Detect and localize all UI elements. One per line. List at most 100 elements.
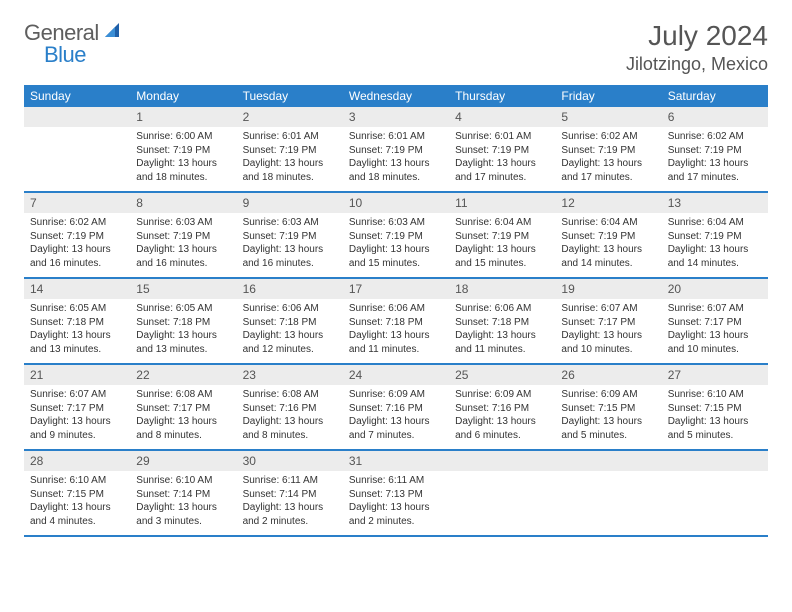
sunset-line: Sunset: 7:18 PM xyxy=(136,316,230,330)
day-content: Sunrise: 6:01 AMSunset: 7:19 PMDaylight:… xyxy=(449,127,555,189)
daylight2-line: and 14 minutes. xyxy=(561,257,655,271)
day-content: Sunrise: 6:06 AMSunset: 7:18 PMDaylight:… xyxy=(237,299,343,361)
header: General July 2024 Jilotzingo, Mexico xyxy=(24,20,768,75)
day-number: 24 xyxy=(343,365,449,385)
day-cell: 17Sunrise: 6:06 AMSunset: 7:18 PMDayligh… xyxy=(343,279,449,363)
daylight2-line: and 16 minutes. xyxy=(243,257,337,271)
daylight1-line: Daylight: 13 hours xyxy=(30,329,124,343)
day-content: Sunrise: 6:04 AMSunset: 7:19 PMDaylight:… xyxy=(555,213,661,275)
daylight2-line: and 4 minutes. xyxy=(30,515,124,529)
sunrise-line: Sunrise: 6:04 AM xyxy=(455,216,549,230)
weekday-thu: Thursday xyxy=(449,85,555,107)
daylight1-line: Daylight: 13 hours xyxy=(243,329,337,343)
sunset-line: Sunset: 7:19 PM xyxy=(561,144,655,158)
brand-part2-wrap: Blue xyxy=(44,42,86,68)
daylight1-line: Daylight: 13 hours xyxy=(136,157,230,171)
day-number: 16 xyxy=(237,279,343,299)
daylight2-line: and 14 minutes. xyxy=(668,257,762,271)
day-cell: 12Sunrise: 6:04 AMSunset: 7:19 PMDayligh… xyxy=(555,193,661,277)
sunset-line: Sunset: 7:14 PM xyxy=(243,488,337,502)
sunset-line: Sunset: 7:17 PM xyxy=(136,402,230,416)
day-content: Sunrise: 6:00 AMSunset: 7:19 PMDaylight:… xyxy=(130,127,236,189)
sunrise-line: Sunrise: 6:08 AM xyxy=(136,388,230,402)
daylight2-line: and 17 minutes. xyxy=(561,171,655,185)
sunset-line: Sunset: 7:15 PM xyxy=(668,402,762,416)
day-number: 21 xyxy=(24,365,130,385)
sunset-line: Sunset: 7:15 PM xyxy=(30,488,124,502)
day-cell: 14Sunrise: 6:05 AMSunset: 7:18 PMDayligh… xyxy=(24,279,130,363)
day-content: Sunrise: 6:08 AMSunset: 7:17 PMDaylight:… xyxy=(130,385,236,447)
day-number: 27 xyxy=(662,365,768,385)
day-content: Sunrise: 6:09 AMSunset: 7:16 PMDaylight:… xyxy=(343,385,449,447)
day-content: Sunrise: 6:03 AMSunset: 7:19 PMDaylight:… xyxy=(237,213,343,275)
day-number: 14 xyxy=(24,279,130,299)
sunrise-line: Sunrise: 6:02 AM xyxy=(668,130,762,144)
day-cell: 29Sunrise: 6:10 AMSunset: 7:14 PMDayligh… xyxy=(130,451,236,535)
day-number: 22 xyxy=(130,365,236,385)
sunset-line: Sunset: 7:16 PM xyxy=(243,402,337,416)
daylight2-line: and 12 minutes. xyxy=(243,343,337,357)
sunrise-line: Sunrise: 6:06 AM xyxy=(243,302,337,316)
daylight2-line: and 18 minutes. xyxy=(136,171,230,185)
sunset-line: Sunset: 7:17 PM xyxy=(30,402,124,416)
daylight1-line: Daylight: 13 hours xyxy=(136,243,230,257)
sunrise-line: Sunrise: 6:04 AM xyxy=(668,216,762,230)
week-row: 7Sunrise: 6:02 AMSunset: 7:19 PMDaylight… xyxy=(24,193,768,279)
weekday-sun: Sunday xyxy=(24,85,130,107)
day-cell: 3Sunrise: 6:01 AMSunset: 7:19 PMDaylight… xyxy=(343,107,449,191)
daylight1-line: Daylight: 13 hours xyxy=(349,501,443,515)
sunrise-line: Sunrise: 6:04 AM xyxy=(561,216,655,230)
sunset-line: Sunset: 7:19 PM xyxy=(561,230,655,244)
sunset-line: Sunset: 7:19 PM xyxy=(455,144,549,158)
day-cell: 31Sunrise: 6:11 AMSunset: 7:13 PMDayligh… xyxy=(343,451,449,535)
day-number: 26 xyxy=(555,365,661,385)
sunset-line: Sunset: 7:19 PM xyxy=(668,230,762,244)
daylight1-line: Daylight: 13 hours xyxy=(455,243,549,257)
day-content: Sunrise: 6:03 AMSunset: 7:19 PMDaylight:… xyxy=(130,213,236,275)
day-content: Sunrise: 6:11 AMSunset: 7:14 PMDaylight:… xyxy=(237,471,343,533)
day-cell: 4Sunrise: 6:01 AMSunset: 7:19 PMDaylight… xyxy=(449,107,555,191)
sunset-line: Sunset: 7:19 PM xyxy=(136,144,230,158)
daylight2-line: and 18 minutes. xyxy=(349,171,443,185)
daylight1-line: Daylight: 13 hours xyxy=(136,415,230,429)
daylight2-line: and 17 minutes. xyxy=(668,171,762,185)
sunset-line: Sunset: 7:18 PM xyxy=(30,316,124,330)
day-number: 23 xyxy=(237,365,343,385)
sunrise-line: Sunrise: 6:11 AM xyxy=(349,474,443,488)
sunrise-line: Sunrise: 6:07 AM xyxy=(668,302,762,316)
day-number: 8 xyxy=(130,193,236,213)
week-row: 21Sunrise: 6:07 AMSunset: 7:17 PMDayligh… xyxy=(24,365,768,451)
day-cell: 19Sunrise: 6:07 AMSunset: 7:17 PMDayligh… xyxy=(555,279,661,363)
daylight1-line: Daylight: 13 hours xyxy=(136,501,230,515)
daylight1-line: Daylight: 13 hours xyxy=(561,415,655,429)
daylight1-line: Daylight: 13 hours xyxy=(561,329,655,343)
sunset-line: Sunset: 7:16 PM xyxy=(349,402,443,416)
week-row: 14Sunrise: 6:05 AMSunset: 7:18 PMDayligh… xyxy=(24,279,768,365)
daylight1-line: Daylight: 13 hours xyxy=(455,415,549,429)
day-cell: 5Sunrise: 6:02 AMSunset: 7:19 PMDaylight… xyxy=(555,107,661,191)
sunrise-line: Sunrise: 6:03 AM xyxy=(349,216,443,230)
daylight2-line: and 15 minutes. xyxy=(455,257,549,271)
sunrise-line: Sunrise: 6:10 AM xyxy=(668,388,762,402)
day-content: Sunrise: 6:03 AMSunset: 7:19 PMDaylight:… xyxy=(343,213,449,275)
day-content: Sunrise: 6:02 AMSunset: 7:19 PMDaylight:… xyxy=(555,127,661,189)
day-content: Sunrise: 6:09 AMSunset: 7:15 PMDaylight:… xyxy=(555,385,661,447)
daylight2-line: and 16 minutes. xyxy=(136,257,230,271)
day-number: 31 xyxy=(343,451,449,471)
week-row: 28Sunrise: 6:10 AMSunset: 7:15 PMDayligh… xyxy=(24,451,768,537)
sunset-line: Sunset: 7:19 PM xyxy=(349,144,443,158)
sunset-line: Sunset: 7:18 PM xyxy=(349,316,443,330)
day-number: 6 xyxy=(662,107,768,127)
day-number: 7 xyxy=(24,193,130,213)
day-number: 25 xyxy=(449,365,555,385)
sunrise-line: Sunrise: 6:01 AM xyxy=(349,130,443,144)
day-content: Sunrise: 6:10 AMSunset: 7:14 PMDaylight:… xyxy=(130,471,236,533)
empty-day xyxy=(555,451,661,471)
daylight2-line: and 3 minutes. xyxy=(136,515,230,529)
calendar-page: General July 2024 Jilotzingo, Mexico Blu… xyxy=(0,0,792,557)
day-number: 5 xyxy=(555,107,661,127)
daylight1-line: Daylight: 13 hours xyxy=(349,243,443,257)
day-content: Sunrise: 6:07 AMSunset: 7:17 PMDaylight:… xyxy=(24,385,130,447)
daylight1-line: Daylight: 13 hours xyxy=(668,329,762,343)
day-number: 11 xyxy=(449,193,555,213)
